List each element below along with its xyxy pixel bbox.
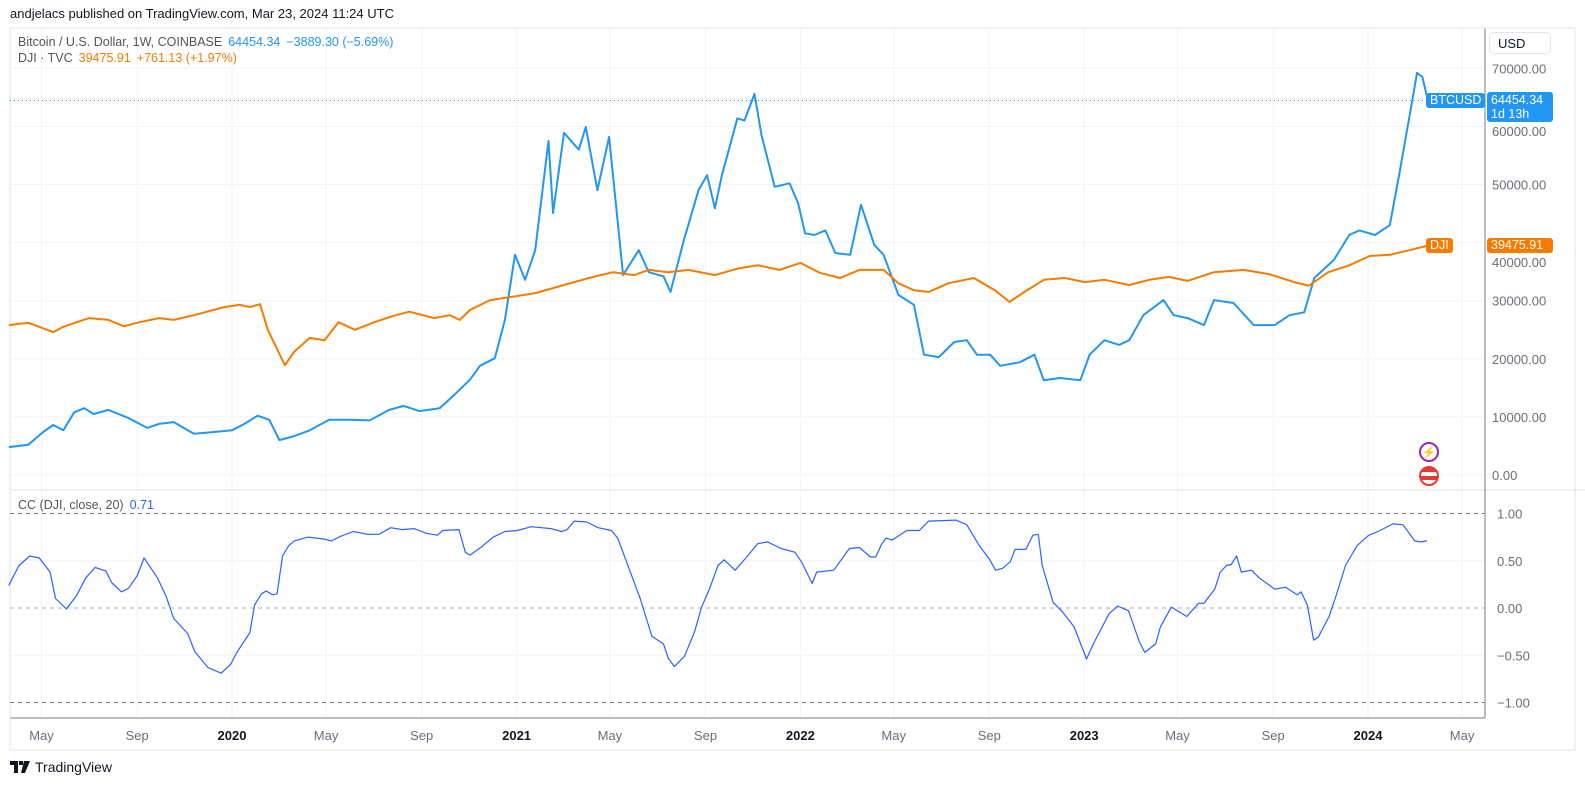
time-axis-label: 2024 (1354, 728, 1384, 743)
cc-axis-label: −0.50 (1497, 648, 1530, 663)
btc-price-tag: 64454.34 1d 13h (1487, 92, 1553, 122)
time-axis-label: May (598, 728, 623, 743)
tradingview-logo-icon (10, 761, 30, 773)
time-axis-label: 2020 (218, 728, 247, 743)
btcusd-line (8, 71, 1429, 449)
dji-price-tag: 39475.91 (1487, 238, 1553, 253)
btc-symbol-tag: BTCUSD (1426, 93, 1486, 108)
cc-legend[interactable]: CC (DJI, close, 20) 0.71 (18, 498, 160, 512)
btc-legend[interactable]: Bitcoin / U.S. Dollar, 1W, COINBASE 64454… (18, 35, 399, 49)
cc-axis-label: 1.00 (1497, 507, 1522, 522)
currency-button[interactable]: USD (1489, 32, 1551, 54)
price-axis-label: 60000.00 (1492, 124, 1546, 139)
cc-axis-label: 0.00 (1497, 601, 1522, 616)
price-axis-label: 70000.00 (1492, 61, 1546, 76)
btc-legend-price: 64454.34 (228, 35, 281, 49)
dji-legend-change: +761.13 (+1.97%) (136, 51, 237, 65)
chart-frame (9, 27, 1576, 751)
time-axis-label: May (881, 728, 906, 743)
price-axis-label: 40000.00 (1492, 255, 1546, 270)
time-axis-label: 2023 (1070, 728, 1099, 743)
dji-legend[interactable]: DJI · TVC 39475.91 +761.13 (+1.97%) (18, 51, 243, 65)
time-axis-label: 2022 (786, 728, 815, 743)
price-axis-label: 30000.00 (1492, 294, 1546, 309)
price-axis-label: 0.00 (1492, 468, 1517, 483)
published-by-text: andjelacs published on TradingView.com, … (10, 6, 394, 21)
cc-legend-value: 0.71 (129, 498, 154, 512)
time-axis-label: Sep (978, 728, 1001, 743)
dji-line (8, 244, 1429, 367)
dji-legend-price: 39475.91 (78, 51, 131, 65)
btc-legend-change: −3889.30 (−5.69%) (286, 35, 394, 49)
cc-axis-label: 0.50 (1497, 554, 1522, 569)
btc-legend-title: Bitcoin / U.S. Dollar, 1W, COINBASE (18, 35, 223, 49)
lightning-event-icon[interactable]: ⚡ (1419, 442, 1439, 462)
time-axis-label: 2021 (502, 728, 531, 743)
cc-line (8, 519, 1428, 674)
cc-axis-label: −1.00 (1497, 696, 1530, 711)
price-axis-label: 20000.00 (1492, 352, 1546, 367)
us-flag-icon[interactable] (1419, 466, 1439, 486)
price-axis-label: 50000.00 (1492, 178, 1546, 193)
btc-price-tag-value: 64454.34 (1491, 93, 1544, 107)
btc-countdown: 1d 13h (1491, 107, 1530, 121)
time-axis-label: May (29, 728, 54, 743)
time-axis-label: Sep (1262, 728, 1285, 743)
dji-symbol-tag: DJI (1426, 238, 1453, 253)
time-axis-label: May (1450, 728, 1475, 743)
time-axis-label: Sep (694, 728, 717, 743)
time-axis-label: Sep (126, 728, 149, 743)
tradingview-footer[interactable]: TradingView (10, 759, 112, 775)
time-axis-label: May (1165, 728, 1190, 743)
dji-legend-title: DJI · TVC (18, 51, 73, 65)
time-axis-label: Sep (410, 728, 433, 743)
cc-legend-title: CC (DJI, close, 20) (18, 498, 124, 512)
time-axis-label: May (314, 728, 339, 743)
price-axis-label: 10000.00 (1492, 410, 1546, 425)
footer-brand: TradingView (35, 759, 113, 775)
